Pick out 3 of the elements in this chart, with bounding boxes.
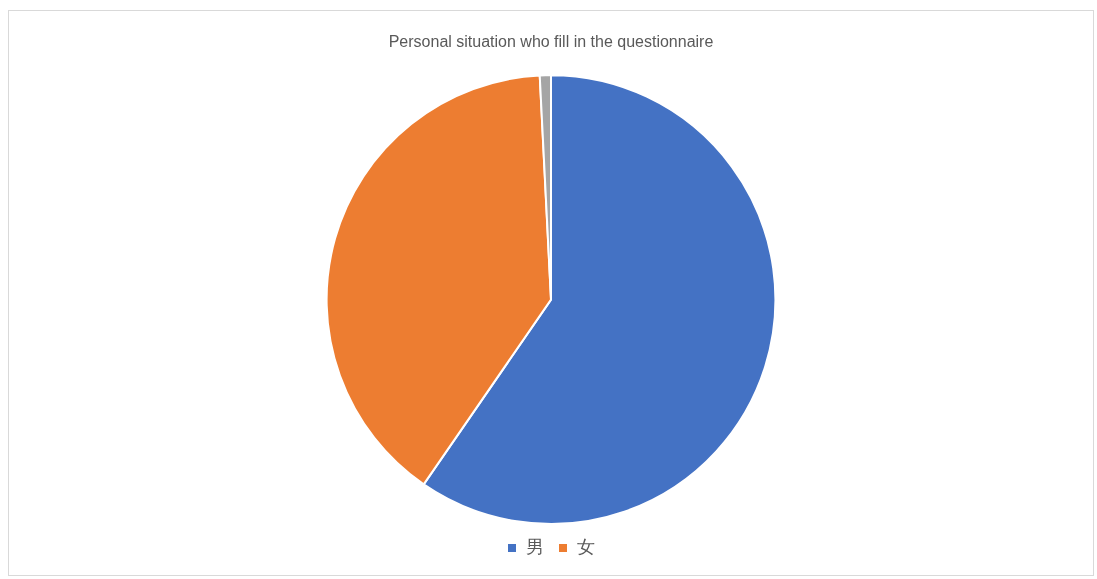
chart-title: Personal situation who fill in the questionnaire [388, 33, 714, 51]
legend-label: 女 [577, 535, 595, 557]
legend-label: 男 [526, 535, 544, 557]
